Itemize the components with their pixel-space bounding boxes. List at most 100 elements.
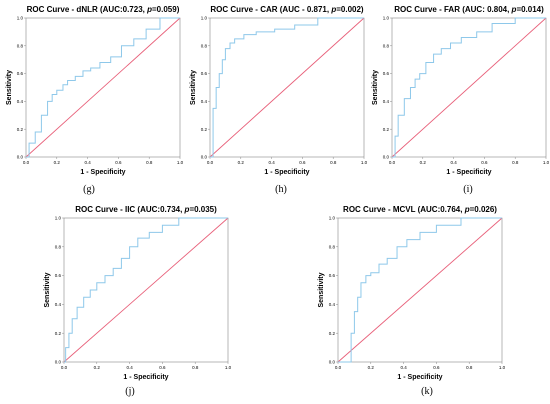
y-tick-label: 0.8 <box>201 43 208 48</box>
x-axis-label: 1 - Specificity <box>80 169 125 176</box>
chart-title: ROC Curve - CAR (AUC - 0.871, p=0.002) <box>210 5 364 14</box>
chart-title: ROC Curve - MCVL (AUC:0.764, p=0.026) <box>343 205 497 214</box>
y-axis-label: Sensitivity <box>6 70 13 105</box>
x-tick-label: 0.2 <box>368 365 375 370</box>
y-tick-label: 0.6 <box>201 71 208 76</box>
y-axis-label: Sensitivity <box>190 70 197 105</box>
x-axis-label: 1 - Specificity <box>446 169 491 176</box>
y-tick-label: 1.0 <box>383 16 390 21</box>
x-tick-label: 0.0 <box>389 160 396 165</box>
chart-title-suffix: =0.026) <box>470 205 498 214</box>
roc-curve <box>338 217 502 363</box>
y-tick-label: 0.8 <box>55 244 62 249</box>
roc-chart-svg: ROC Curve - CAR (AUC - 0.871, p=0.002) 0.… <box>190 5 368 176</box>
chart-panel: ROC Curve - IIC (AUC:0.734, p=0.035) 0.0 0… <box>42 204 232 384</box>
y-tick-label: 0.6 <box>329 273 336 278</box>
x-axis-label: 1 - Specificity <box>123 374 168 381</box>
chart-panel: ROC Curve - dNLR (AUC:0.723, p=0.059) 0.0… <box>4 4 184 179</box>
chart-title: ROC Curve - FAR (AUC: 0.804, p=0.014) <box>394 5 544 14</box>
reference-line <box>63 217 229 363</box>
y-tick-label: 0.0 <box>329 360 336 365</box>
y-axis-label: Sensitivity <box>372 70 379 105</box>
chart-title-suffix: =0.002) <box>336 5 364 14</box>
x-tick-label: 0.8 <box>146 160 153 165</box>
y-tick-label: 0.6 <box>17 71 24 76</box>
y-tick-label: 0.4 <box>383 99 390 104</box>
x-tick-label: 0.8 <box>192 365 199 370</box>
reference-line <box>391 17 547 158</box>
y-tick-label: 0.2 <box>201 127 208 132</box>
chart-title: ROC Curve - dNLR (AUC:0.723, p=0.059) <box>27 5 180 14</box>
y-tick-label: 0.4 <box>329 302 336 307</box>
reference-line <box>209 17 365 158</box>
panel-sublabel: (i) <box>463 184 473 195</box>
chart-title-p: p <box>511 5 517 14</box>
x-tick-label: 0.2 <box>94 365 101 370</box>
x-tick-label: 0.8 <box>466 365 473 370</box>
x-tick-label: 0.2 <box>420 160 427 165</box>
chart-panel: ROC Curve - MCVL (AUC:0.764, p=0.026) 0.0… <box>316 204 506 384</box>
x-tick-label: 0.0 <box>61 365 68 370</box>
y-tick-label: 1.0 <box>55 216 62 221</box>
y-tick-label: 0.2 <box>329 331 336 336</box>
x-tick-label: 0.0 <box>23 160 30 165</box>
x-tick-label: 0.2 <box>238 160 245 165</box>
y-tick-label: 1.0 <box>329 216 336 221</box>
x-tick-label: 0.4 <box>450 160 457 165</box>
roc-chart-svg: ROC Curve - IIC (AUC:0.734, p=0.035) 0.0 0… <box>44 205 232 381</box>
roc-curve <box>392 17 546 158</box>
chart-title-prefix: ROC Curve - MCVL (AUC:0.764, <box>343 205 465 214</box>
x-tick-label: 0.8 <box>512 160 519 165</box>
roc-chart-svg: ROC Curve - MCVL (AUC:0.764, p=0.026) 0.0… <box>318 205 506 381</box>
x-tick-label: 0.6 <box>433 365 440 370</box>
chart-title: ROC Curve - IIC (AUC:0.734, p=0.035) <box>75 205 217 214</box>
y-tick-label: 0.2 <box>17 127 24 132</box>
x-tick-label: 0.4 <box>84 160 91 165</box>
x-tick-label: 0.6 <box>115 160 122 165</box>
y-tick-label: 0.0 <box>201 155 208 160</box>
y-tick-label: 0.8 <box>329 244 336 249</box>
x-tick-label: 0.0 <box>335 365 342 370</box>
y-tick-label: 0.8 <box>383 43 390 48</box>
panel-sublabel: (h) <box>275 184 287 195</box>
chart-title-p: p <box>464 205 470 214</box>
y-tick-label: 0.6 <box>383 71 390 76</box>
roc-curve <box>64 217 228 363</box>
y-axis-label: Sensitivity <box>318 272 325 307</box>
chart-title-p: p <box>330 5 336 14</box>
chart-title-suffix: =0.035) <box>189 205 217 214</box>
y-tick-label: 0.2 <box>55 331 62 336</box>
x-tick-label: 1.0 <box>543 160 550 165</box>
panel-sublabel: (j) <box>125 386 135 397</box>
y-tick-label: 0.4 <box>201 99 208 104</box>
x-tick-label: 1.0 <box>499 365 506 370</box>
x-tick-label: 0.2 <box>54 160 61 165</box>
roc-curve <box>26 17 180 158</box>
chart-title-prefix: ROC Curve - FAR (AUC: 0.804, <box>394 5 511 14</box>
chart-panel: ROC Curve - CAR (AUC - 0.871, p=0.002) 0.… <box>188 4 368 179</box>
x-tick-label: 1.0 <box>361 160 368 165</box>
y-tick-label: 0.4 <box>55 302 62 307</box>
x-tick-label: 1.0 <box>177 160 184 165</box>
reference-line <box>337 217 503 363</box>
chart-title-prefix: ROC Curve - IIC (AUC:0.734, <box>75 205 184 214</box>
x-tick-label: 0.4 <box>400 365 407 370</box>
x-tick-label: 0.6 <box>299 160 306 165</box>
panel-sublabel: (k) <box>421 386 433 397</box>
y-tick-label: 0.2 <box>383 127 390 132</box>
roc-chart-svg: ROC Curve - dNLR (AUC:0.723, p=0.059) 0.0… <box>6 5 184 176</box>
y-axis-label: Sensitivity <box>44 272 51 307</box>
x-tick-label: 0.6 <box>159 365 166 370</box>
chart-title-p: p <box>146 5 152 14</box>
reference-line <box>25 17 181 158</box>
x-tick-label: 0.4 <box>126 365 133 370</box>
chart-title-suffix: =0.059) <box>152 5 180 14</box>
x-tick-label: 1.0 <box>225 365 232 370</box>
roc-chart-svg: ROC Curve - FAR (AUC: 0.804, p=0.014) 0.0… <box>372 5 550 176</box>
chart-title-prefix: ROC Curve - CAR (AUC - 0.871, <box>210 5 331 14</box>
y-tick-label: 1.0 <box>17 16 24 21</box>
x-tick-label: 0.8 <box>330 160 337 165</box>
y-tick-label: 0.4 <box>17 99 24 104</box>
x-axis-label: 1 - Specificity <box>264 169 309 176</box>
chart-title-p: p <box>184 205 190 214</box>
